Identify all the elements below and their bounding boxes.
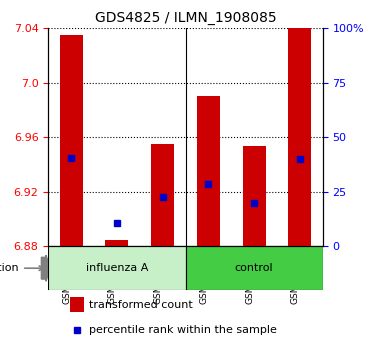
Text: transformed count: transformed count [89, 300, 193, 310]
Bar [48, 246, 186, 290]
Bar [70, 297, 84, 313]
Bar [105, 240, 128, 246]
FancyArrow shape [42, 255, 50, 281]
Bar [289, 28, 311, 246]
Bar [197, 96, 220, 246]
Bar [243, 145, 266, 246]
Text: control: control [235, 263, 273, 273]
Title: GDS4825 / ILMN_1908085: GDS4825 / ILMN_1908085 [95, 11, 276, 24]
Text: infection: infection [0, 263, 43, 273]
Text: percentile rank within the sample: percentile rank within the sample [89, 325, 277, 335]
Bar [60, 35, 82, 246]
Text: influenza A: influenza A [86, 263, 148, 273]
Bar [151, 144, 174, 246]
Bar [186, 246, 323, 290]
